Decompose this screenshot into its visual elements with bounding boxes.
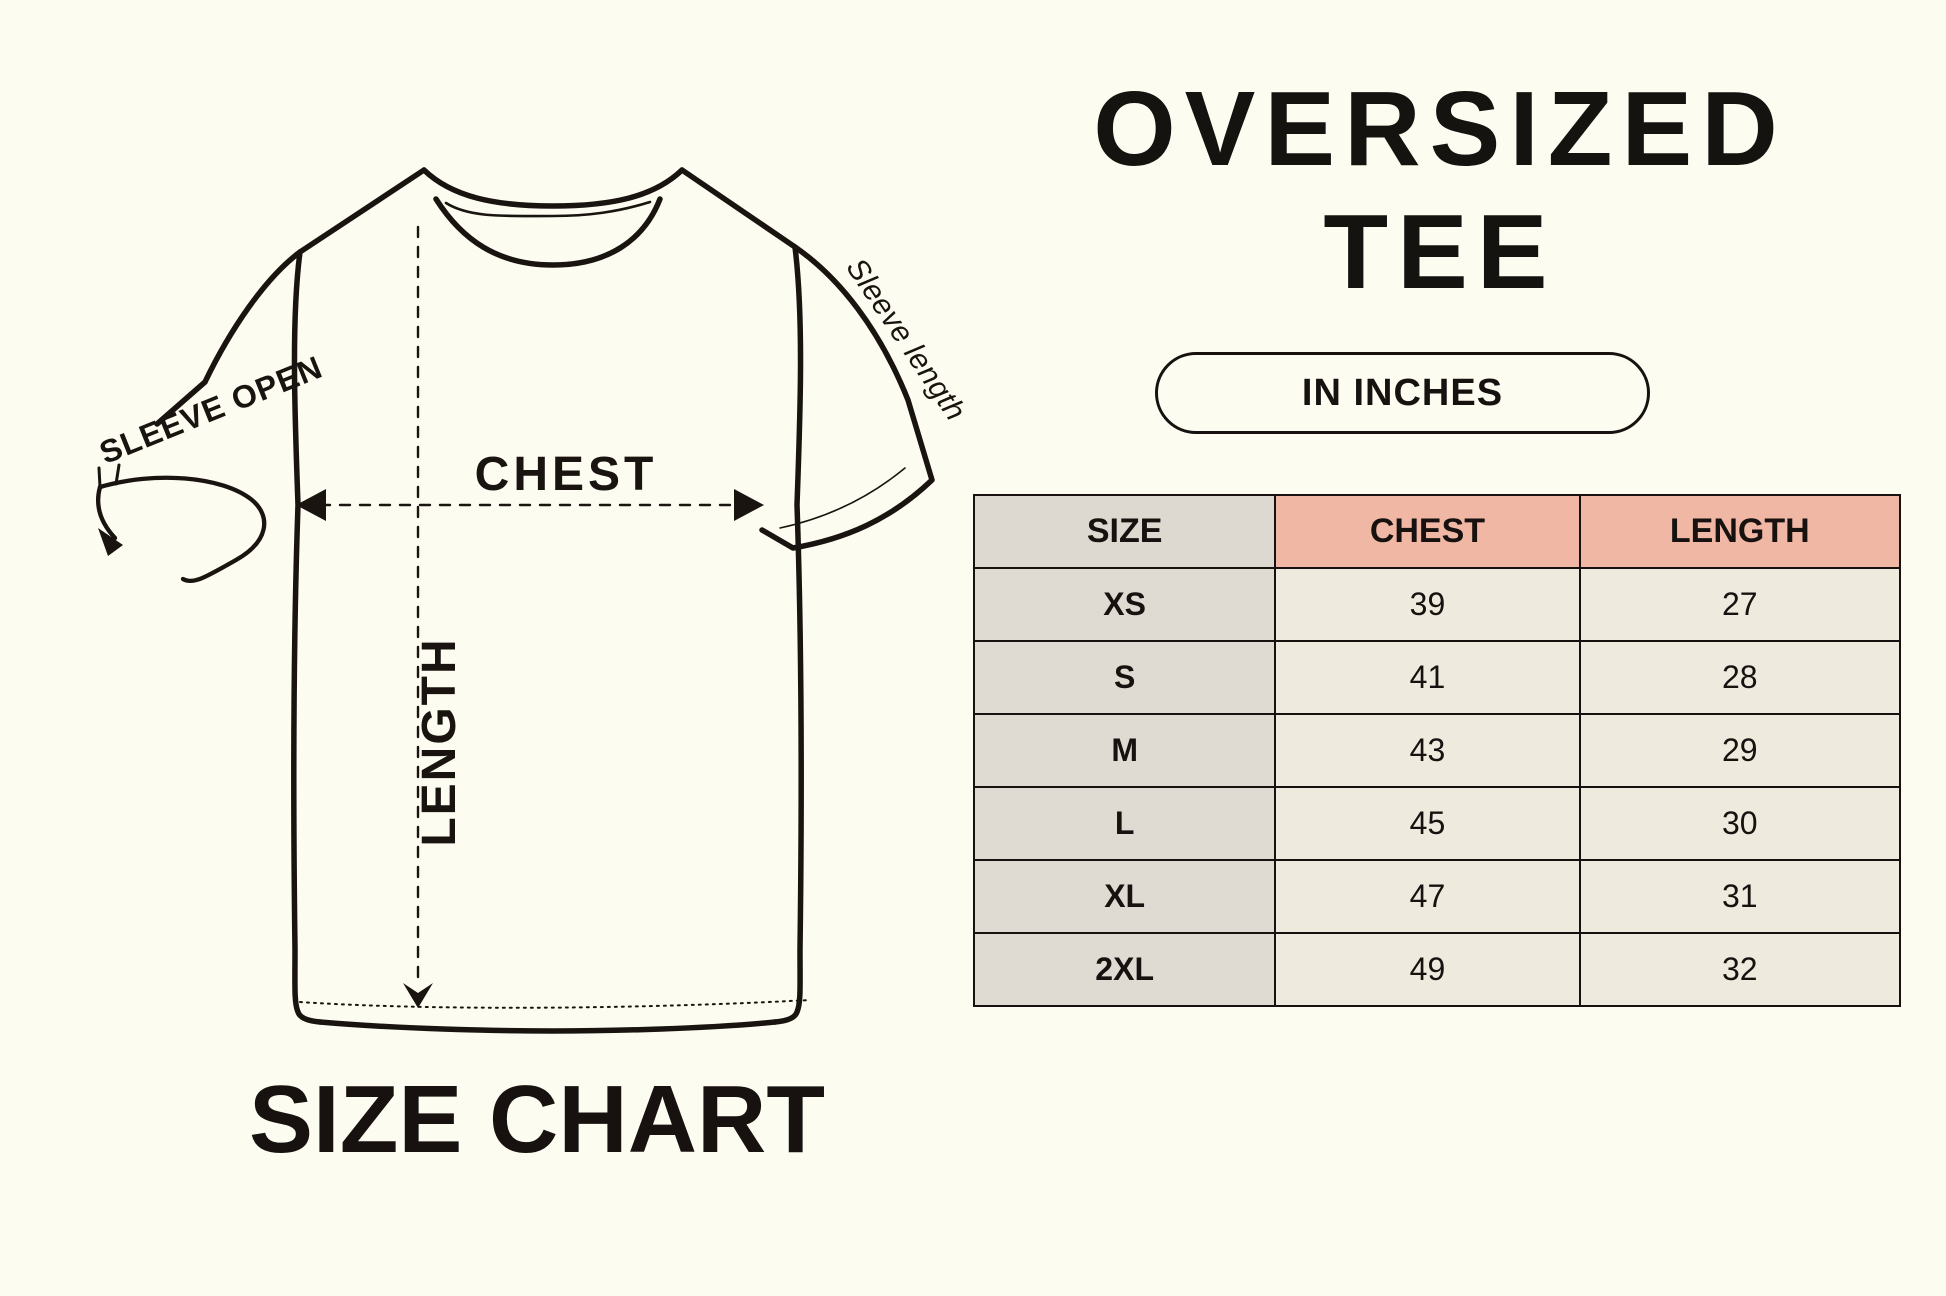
svg-text:CHEST: CHEST <box>475 448 658 501</box>
svg-text:LENGTH: LENGTH <box>413 637 466 846</box>
